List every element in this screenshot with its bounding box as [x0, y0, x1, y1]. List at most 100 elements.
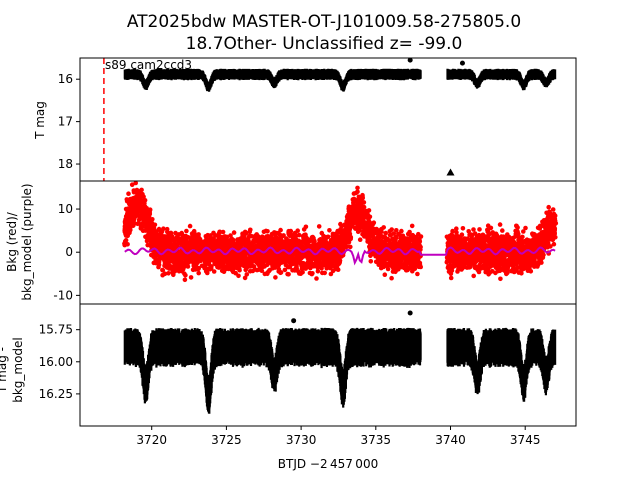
bkg-point [147, 211, 153, 217]
bkg-point [371, 220, 377, 225]
xtick-label: 3730 [286, 433, 317, 447]
bkg-point [125, 242, 130, 247]
bkg-point [325, 234, 331, 240]
bkg-point [381, 225, 387, 230]
bkg-point [129, 182, 135, 187]
bkg-point [498, 276, 503, 282]
triangle-marker [446, 168, 455, 176]
bkg-point [147, 207, 153, 212]
bkg-point [281, 233, 286, 238]
bkg-point [387, 232, 393, 238]
bkg-point [454, 230, 459, 235]
chart-title-line-2: 18.7Other- Unclassified z= -99.0 [186, 34, 463, 54]
bkg-point [187, 223, 193, 229]
bkg-point [169, 234, 175, 239]
xtick-label: 3725 [211, 433, 242, 447]
bkg-point [259, 268, 265, 274]
bkg-point [450, 228, 455, 234]
bkg-point [265, 229, 270, 234]
bkg-point [335, 267, 341, 273]
bkg-point [454, 226, 459, 231]
bkg-point [224, 234, 229, 240]
bkg-point [476, 269, 482, 275]
ytick-label: 16.00 [39, 355, 73, 369]
bkg-point [286, 272, 291, 277]
bkg-point [322, 270, 328, 276]
bkg-point [273, 275, 278, 280]
bkg-point [548, 244, 553, 249]
bkg-point [231, 230, 237, 235]
bkg-point [551, 241, 557, 247]
bkg-point [197, 236, 203, 242]
bkg-point [550, 207, 556, 212]
bkg-point [552, 230, 557, 236]
bkg-point [348, 244, 353, 250]
bkg-point [182, 277, 188, 283]
bkg-point [382, 272, 388, 278]
bkg-point [521, 229, 526, 234]
bkg-point [209, 264, 214, 269]
bkg-point [296, 232, 302, 238]
bkg-point [361, 204, 367, 210]
bkg-point [133, 181, 138, 186]
bkg-point [448, 267, 454, 272]
bkg-point [315, 268, 321, 274]
bkg-point [519, 271, 524, 276]
bkg-point [460, 226, 466, 231]
bkg-point [471, 273, 477, 279]
bkg-point [389, 227, 395, 232]
bkg-point [161, 226, 166, 231]
panel-flux-model-frame [79, 303, 577, 427]
bkg-point [217, 229, 222, 235]
bkg-point [497, 222, 503, 227]
bkg-point [523, 225, 528, 231]
lightcurve-points [123, 327, 422, 414]
bkg-point [540, 255, 546, 260]
bkg-point [196, 265, 201, 271]
bkg-point [477, 227, 482, 232]
sector-annotation: s89 cam2ccd3 [105, 58, 192, 72]
bkg-point [319, 266, 324, 271]
x-axis-ticks: 3720 3725 3730 3735 3740 3745 [136, 426, 540, 447]
panel-flux-model-ylabel-line-2: bkg_model [11, 337, 25, 403]
bkg-point [553, 220, 559, 226]
ytick-label: 0 [65, 245, 73, 259]
ytick-label: 10 [58, 202, 73, 216]
bkg-point [515, 225, 520, 230]
bkg-point [278, 227, 283, 233]
bkg-point [162, 271, 168, 277]
bkg-point [407, 229, 412, 235]
bkg-point [128, 227, 133, 233]
ytick-label: 16 [58, 72, 73, 86]
bkg-point [249, 233, 254, 239]
bkg-point [131, 221, 137, 227]
chart-title-line-1: AT2025bdw MASTER-OT-J101009.58-275805.0 [127, 12, 521, 32]
bkg-point [123, 238, 129, 243]
outlier-point [459, 60, 465, 66]
panel-flux-model-data [123, 310, 557, 414]
data-layer [123, 310, 557, 414]
bkg-point [552, 213, 558, 218]
bkg-point [418, 264, 424, 270]
bkg-point [248, 227, 253, 233]
bkg-point [160, 268, 166, 273]
bkg-point [552, 226, 558, 231]
bkg-point [206, 260, 212, 266]
xtick-label: 3740 [435, 433, 466, 447]
bkg-point [243, 230, 249, 236]
bkg-point [368, 259, 374, 264]
bkg-point [389, 275, 394, 281]
bkg-point [391, 231, 397, 236]
bkg-point [314, 276, 319, 281]
bkg-point [355, 185, 360, 191]
bkg-point [394, 228, 399, 233]
ytick-label: -10 [53, 288, 73, 302]
bkg-point [327, 228, 332, 233]
bkg-point [185, 264, 191, 269]
outlier-point [291, 318, 297, 324]
bkg-point [367, 214, 373, 220]
bkg-point [242, 275, 248, 281]
bkg-point [366, 208, 372, 213]
